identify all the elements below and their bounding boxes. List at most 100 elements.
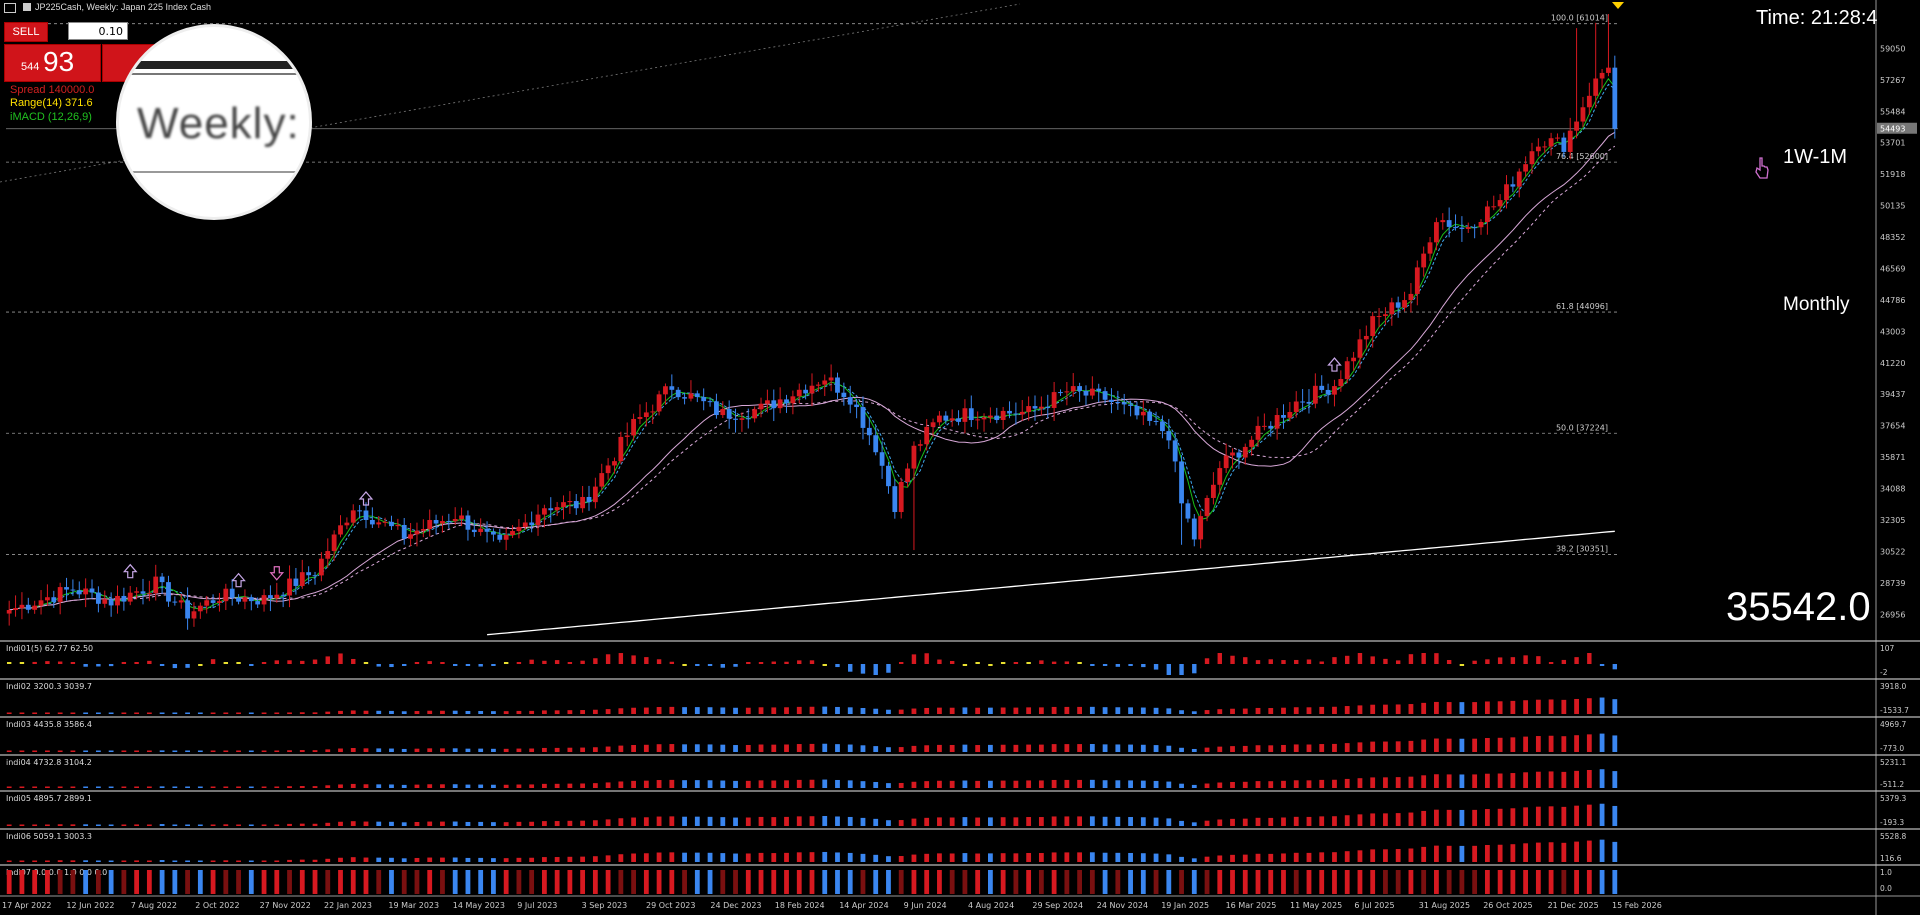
candle-body	[306, 572, 312, 576]
candle-body	[318, 558, 324, 576]
candle-body	[293, 578, 299, 586]
candle	[312, 571, 318, 585]
indicator-bar	[835, 816, 840, 826]
indicator-bar	[656, 780, 662, 788]
candle	[994, 407, 1000, 424]
candle-body	[847, 397, 853, 405]
candle	[835, 372, 840, 400]
indicator-bar	[248, 712, 254, 714]
indicator-bar	[988, 853, 993, 862]
indicator-bar	[567, 820, 573, 826]
candle	[369, 507, 375, 528]
sell-price-button[interactable]: 544 93	[4, 44, 101, 82]
candle-body	[586, 496, 592, 503]
indicator-bar	[338, 821, 343, 826]
time-tick-label: 29 Sep 2024	[1032, 901, 1083, 910]
indicator-bar	[860, 708, 866, 714]
indicator-bar	[669, 706, 675, 714]
candle	[357, 505, 363, 519]
chart-type-icon[interactable]	[22, 3, 31, 11]
candle-body	[1096, 388, 1102, 392]
candle	[217, 592, 222, 612]
indicator-bar	[185, 712, 190, 714]
indicator-bar	[1472, 774, 1478, 788]
indicator-bar	[898, 782, 904, 788]
indicator-bar	[147, 660, 152, 664]
indicator-bar	[95, 786, 101, 788]
indicator-bar	[185, 786, 190, 788]
candle	[102, 590, 108, 608]
indicator-bar	[1293, 852, 1299, 862]
candle	[917, 439, 923, 452]
price-tag-box	[1877, 122, 1917, 134]
indicator-bar	[376, 710, 382, 714]
indicator-bar	[860, 817, 866, 826]
candle-body	[287, 578, 292, 596]
candle	[688, 380, 694, 402]
indicator-bar	[847, 816, 853, 826]
candle	[809, 373, 815, 407]
candle-body	[191, 611, 197, 619]
indicator-bar	[1204, 658, 1210, 664]
indicator-bar	[1268, 870, 1274, 894]
volume-input[interactable]: 0.10	[68, 22, 128, 40]
candle	[19, 592, 25, 620]
indicator-bar	[1115, 816, 1121, 826]
candle-body	[497, 534, 503, 540]
indicator-bar	[1459, 738, 1465, 752]
sell-button[interactable]: SELL	[4, 22, 48, 42]
candle-body	[363, 510, 369, 520]
indicator-bar	[312, 786, 318, 788]
time-tick-label: 4 Aug 2024	[968, 901, 1014, 910]
candle-body	[930, 422, 936, 427]
indicator-bar	[1421, 702, 1427, 714]
candle-body	[1230, 452, 1235, 456]
candle	[1338, 370, 1344, 392]
indicator-bar	[1459, 870, 1465, 894]
indicator-bar	[1395, 704, 1401, 714]
indicator-bar	[669, 852, 675, 862]
indicator-bar	[745, 780, 751, 788]
indicator-bar	[1230, 655, 1235, 664]
candle-body	[1185, 503, 1191, 519]
candle-body	[236, 597, 241, 602]
indicator-bar	[809, 779, 815, 788]
candle-body	[771, 400, 777, 409]
indicator-bar	[1000, 662, 1006, 664]
indicator-bar	[656, 870, 662, 894]
candle-body	[217, 601, 222, 603]
sell-price-small: 544	[21, 61, 40, 73]
indicator-bar	[83, 786, 89, 788]
indicator-bar	[1166, 664, 1172, 675]
candle	[127, 585, 133, 606]
indicator-bar	[236, 662, 241, 664]
indicator-bar	[516, 821, 522, 826]
indicator-bar	[236, 712, 241, 714]
indicator-bar	[694, 744, 700, 752]
indicator-bar	[1599, 697, 1605, 714]
window-title: JP225Cash, Weekly: Japan 225 Index Cash	[35, 2, 211, 12]
indicator-bar	[427, 857, 433, 862]
indicator-bar	[274, 860, 280, 862]
candle-body	[1574, 121, 1579, 131]
time-tick-label: 15 Feb 2026	[1612, 901, 1662, 910]
candle	[828, 364, 834, 392]
indicator-bar	[605, 870, 611, 894]
candle-body	[1223, 455, 1229, 469]
candle-body	[803, 389, 809, 394]
indicator-bar	[605, 782, 611, 788]
menu-icon[interactable]	[4, 3, 16, 13]
indicator-bar	[503, 822, 509, 826]
indicator-bar	[121, 860, 127, 862]
indicator-bar	[1217, 746, 1223, 752]
indicator-bar	[312, 750, 318, 752]
sell-price-big: 93	[43, 46, 75, 77]
candle-body	[631, 418, 636, 436]
indicator-bar	[1281, 780, 1286, 788]
indicator-bar	[1026, 817, 1032, 826]
indicator-bar	[1319, 870, 1325, 894]
arrow-up-icon	[358, 491, 374, 506]
candle-body	[529, 522, 535, 526]
candle-body	[1191, 518, 1197, 540]
